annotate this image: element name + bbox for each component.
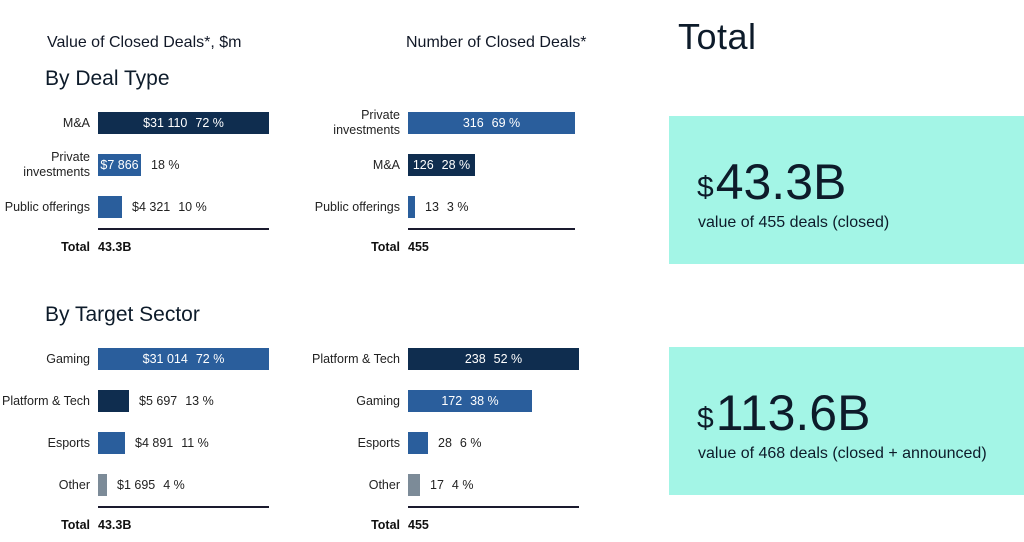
bar-percent-label: 69 % [491,116,521,130]
category-label: Esports [357,436,400,450]
bar [408,474,420,496]
target-sector-section-title: By Target Sector [45,303,200,326]
bar-percent-label: 4 % [451,478,474,492]
bar-data-label: 17 4 % [430,474,473,496]
bar [408,348,579,370]
total-value: 43.3B [98,518,132,532]
total-divider-line [98,506,269,508]
category-label: Other [58,478,90,492]
bar-percent-label: 6 % [459,436,482,450]
category-label: Platform & Tech [311,352,400,366]
bar-percent-label: 38 % [470,394,499,408]
announced-total-amount: 113.6B [715,385,871,441]
category-label: Gaming [46,352,90,366]
bar [98,112,269,134]
total-label: Total [371,240,400,254]
bar-value-label: $31 014 [142,352,188,366]
bar-data-label: $31 110 72 % [98,112,269,134]
closed-total-value: $43.3B [697,156,846,214]
value-column-title: Value of Closed Deals*, $m [47,34,242,51]
category-label: Esports [47,436,90,450]
bar-value-label: $4 891 [135,436,174,450]
closed-total-caption: value of 455 deals (closed) [698,214,890,231]
category-label: Gaming [356,394,400,408]
bar-percent-label: 13 % [185,394,214,408]
bar [98,432,125,454]
announced-total-caption: value of 468 deals (closed + announced) [698,445,987,462]
bar-data-label: 238 52 % [408,348,579,370]
bar-percent-label: 72 % [195,116,224,130]
bar-data-label: $5 697 13 % [139,390,214,412]
bar-percent-label: 4 % [163,478,185,492]
total-divider-line [408,228,575,230]
bar-percent-label: 18 % [151,158,180,172]
bar-data-label: $4 891 11 % [135,432,209,454]
bar [98,390,129,412]
category-label: Platform & Tech [1,394,90,408]
bar-percent-label: 28 % [441,158,471,172]
total-label: Total [61,240,90,254]
category-label: Other [368,478,400,492]
bar [408,390,532,412]
bar [408,112,575,134]
bar-value-label: 28 [438,436,452,450]
count-column-title: Number of Closed Deals* [406,34,587,51]
bar-value-label: 126 [412,158,434,172]
bar [98,154,141,176]
total-divider-line [408,506,579,508]
bar-data-label: 126 28 % [408,154,475,176]
announced-total-card: $113.6B value of 468 deals (closed + ann… [669,347,1024,495]
bar-data-label: $4 321 10 % [132,196,207,218]
closed-total-card: $43.3B value of 455 deals (closed) [669,116,1024,264]
category-label: M&A [62,116,90,130]
bar-value-label: 316 [462,116,484,130]
bar [98,348,269,370]
closed-total-amount: 43.3B [715,154,847,210]
total-divider-line [98,228,269,230]
bar-data-label: 172 38 % [408,390,532,412]
bar-value-label: $7 866 [100,158,139,172]
bar [98,196,122,218]
bar-percent-label: 52 % [493,352,523,366]
bar-percent-label: 72 % [195,352,225,366]
bar-value-label: 13 [425,200,439,214]
bar [98,474,107,496]
total-label: Total [61,518,90,532]
deal-type-section-title: By Deal Type [45,67,170,90]
bar [408,196,415,218]
announced-total-value: $113.6B [697,387,870,445]
bar [408,154,475,176]
category-label: Public offerings [314,200,400,214]
total-label: Total [371,518,400,532]
total-value: 455 [408,240,429,254]
currency-symbol: $ [697,171,714,204]
total-title: Total [678,16,757,57]
bar-value-label: $4 321 [132,200,171,214]
bar-data-label: 28 6 % [438,432,481,454]
currency-symbol: $ [697,402,714,435]
bar-percent-label: 3 % [446,200,469,214]
category-label: M&A [372,158,400,172]
bar-percent-label: 11 % [181,436,209,450]
bar-data-label: $31 014 72 % [98,348,269,370]
total-value: 455 [408,518,429,532]
category-label: Public offerings [4,200,90,214]
bar-percent-label: 10 % [178,200,207,214]
bar-data-label: $1 695 4 % [117,474,185,496]
bar-value-label: 238 [464,352,486,366]
total-value: 43.3B [98,240,132,254]
bar [408,432,428,454]
bar-value-label: $1 695 [117,478,156,492]
bar-value-label: 17 [430,478,444,492]
bar-value-label: $5 697 [139,394,178,408]
category-label: Private investments [333,108,400,137]
bar-value-label: 172 [441,394,463,408]
bar-data-label: 13 3 % [425,196,468,218]
bar-data-label: 316 69 % [408,112,575,134]
category-label: Private investments [23,150,90,179]
bar-value-label: $31 110 [143,116,188,130]
